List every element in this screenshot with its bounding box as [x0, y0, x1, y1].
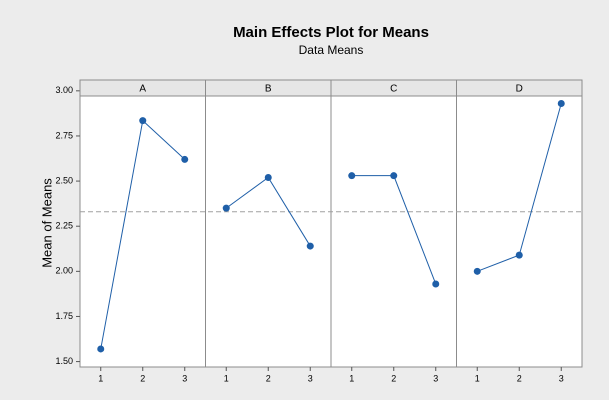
data-point [557, 99, 565, 107]
data-point [264, 173, 272, 181]
panel-label: C [390, 84, 397, 95]
x-tick-label: 1 [224, 373, 229, 383]
y-tick-label: 1.50 [55, 356, 73, 366]
data-point [306, 242, 314, 250]
data-point [515, 251, 523, 259]
data-point [97, 345, 105, 353]
chart-subtitle: Data Means [299, 43, 364, 57]
data-point [432, 280, 440, 288]
data-point [390, 172, 398, 180]
y-axis-label: Mean of Means [39, 178, 54, 268]
data-point [348, 172, 356, 180]
panel-label: D [516, 84, 523, 95]
chart-title: Main Effects Plot for Means [233, 24, 429, 41]
data-point [222, 204, 230, 212]
x-tick-label: 2 [140, 373, 145, 383]
data-point [181, 155, 189, 163]
x-tick-label: 1 [98, 373, 103, 383]
x-tick-label: 3 [182, 373, 187, 383]
x-tick-label: 2 [517, 373, 522, 383]
y-tick-label: 2.25 [55, 221, 73, 231]
panel-label: A [139, 84, 146, 95]
x-tick-label: 2 [266, 373, 271, 383]
x-tick-label: 1 [349, 373, 354, 383]
y-tick-label: 3.00 [55, 85, 73, 95]
y-tick-label: 2.50 [55, 175, 73, 185]
x-tick-label: 1 [475, 373, 480, 383]
x-tick-label: 2 [391, 373, 396, 383]
x-tick-label: 3 [559, 373, 564, 383]
panel-label: B [265, 84, 272, 95]
data-point [473, 267, 481, 275]
x-tick-label: 3 [433, 373, 438, 383]
y-tick-label: 2.00 [55, 266, 73, 276]
y-tick-label: 1.75 [55, 311, 73, 321]
y-tick-label: 2.75 [55, 130, 73, 140]
x-tick-label: 3 [308, 373, 313, 383]
data-point [139, 117, 147, 125]
